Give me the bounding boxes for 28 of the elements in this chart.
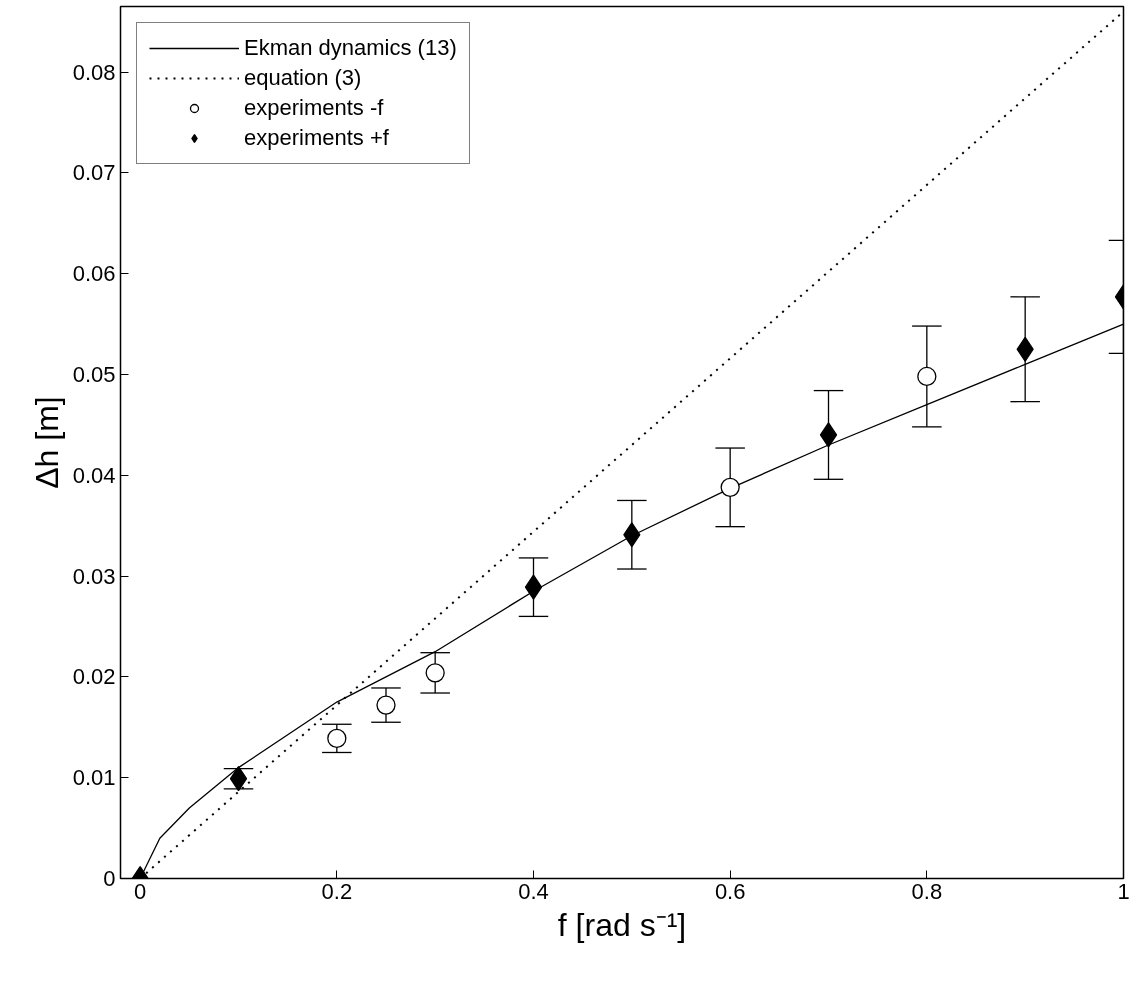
y-tick-label: 0.01	[72, 765, 116, 791]
point	[524, 574, 543, 600]
legend-label: Ekman dynamics (13)	[244, 35, 457, 61]
point	[720, 477, 740, 497]
y-tick-label: 0.04	[72, 462, 116, 488]
y-tick-label: 0.07	[72, 160, 116, 186]
point	[376, 695, 396, 715]
y-tick-label: 0.08	[72, 59, 116, 85]
point	[819, 422, 838, 448]
legend-label: experiments +f	[244, 125, 389, 151]
y-tick-label: 0.06	[72, 261, 116, 287]
point	[327, 728, 347, 749]
y-tick-label: 0.05	[72, 361, 116, 387]
x-tick-label: 0.8	[911, 878, 943, 904]
y-tick-label: 0.02	[72, 664, 116, 690]
legend-label: experiments -f	[244, 95, 384, 121]
x-axis-title: f [rad s⁻¹]	[557, 906, 687, 943]
y-tick-label: 0.03	[72, 563, 116, 589]
x-tick-label: 0.6	[714, 878, 746, 904]
point	[229, 766, 248, 792]
y-axis-title: Δh [m]	[28, 396, 65, 489]
x-tick-label: 1	[1117, 878, 1130, 904]
point	[425, 663, 445, 683]
point	[917, 366, 937, 387]
legend-label: equation (3)	[244, 65, 362, 91]
x-tick-label: 0.2	[321, 878, 353, 904]
x-tick-label: 0.4	[518, 878, 549, 904]
x-tick-label: 0	[134, 878, 147, 904]
